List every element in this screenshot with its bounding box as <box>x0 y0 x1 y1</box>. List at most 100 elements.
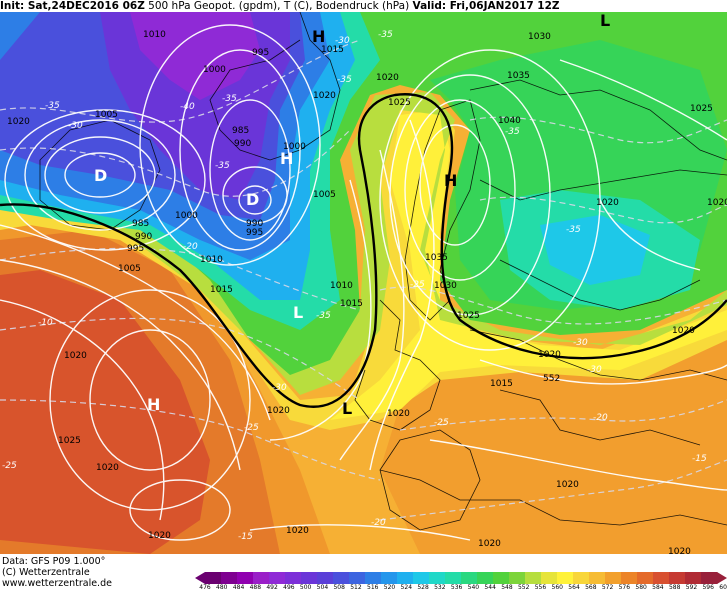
pressure-label: 1025 <box>457 311 480 321</box>
legend-swatch <box>669 572 686 584</box>
legend-swatch <box>285 572 302 584</box>
pressure-label: 995 <box>252 48 269 58</box>
pressure-label: 1035 <box>507 71 530 81</box>
legend-swatch <box>509 572 526 584</box>
contour-552-label: 552 <box>543 374 560 384</box>
zone-amber <box>0 215 330 554</box>
legend-tick-label: 536 <box>450 584 463 591</box>
high-center: H <box>444 171 457 190</box>
legend-tick-label: 496 <box>283 584 295 591</box>
website-url: www.wetterzentrale.de <box>2 578 112 589</box>
legend-tick-label: 576 <box>618 584 631 591</box>
temp-label: -35 <box>566 225 581 235</box>
low-center: L <box>293 303 303 322</box>
legend-ticks: 476 480 484 488 492 496 500 504 508 512 516 520 524 5… <box>199 583 727 592</box>
pressure-label: 995 <box>127 244 144 254</box>
legend-swatch <box>429 572 446 584</box>
pressure-label: 1035 <box>425 253 448 263</box>
pressure-label: 1025 <box>58 436 81 446</box>
temp-label: -30 <box>335 36 350 46</box>
temp-label: -20 <box>593 413 608 423</box>
pressure-label: 1020 <box>478 539 501 549</box>
legend-swatch <box>621 572 638 584</box>
pressure-centers-layer: H H H L L L D D H <box>94 12 610 418</box>
low-center: D <box>246 190 259 209</box>
pressure-label: 1000 <box>175 211 198 221</box>
map-parameters: 500 hPa Geopot. (gpdm), T (C), Bodendruc… <box>148 0 410 12</box>
high-center: H <box>312 27 325 46</box>
legend-tick-label: 476 <box>199 584 211 591</box>
weather-map: 1010 995 1000 1005 985 990 1000 985 990 … <box>0 12 727 554</box>
legend-swatch <box>589 572 606 584</box>
temp-label: -10 <box>38 318 53 328</box>
legend-swatch <box>493 572 510 584</box>
temp-label: -15 <box>238 532 253 542</box>
zone-yellowgreen <box>0 92 727 395</box>
map-header: Init: Sat,24DEC2016 06Z 500 hPa Geopot. … <box>0 0 727 12</box>
pressure-label: 1020 <box>7 117 30 127</box>
legend-tick-label: 492 <box>266 584 278 591</box>
legend-tick-label: 532 <box>434 584 446 591</box>
copyright: (C) Wetterzentrale <box>2 567 90 578</box>
temperature-isolines <box>0 39 727 521</box>
legend-swatch <box>637 572 654 584</box>
legend-swatch <box>685 572 702 584</box>
high-center: H <box>280 149 293 168</box>
low-center: L <box>342 399 352 418</box>
pressure-label: 1000 <box>283 142 306 152</box>
pressure-label: 1020 <box>672 326 695 336</box>
high-center: H <box>147 395 160 414</box>
legend-tick-label: 592 <box>685 584 698 591</box>
legend-tick-label: 504 <box>316 584 329 591</box>
pressure-label: 1000 <box>203 65 226 75</box>
legend-swatch <box>461 572 478 584</box>
legend-swatch <box>445 572 462 584</box>
pressure-label: 1030 <box>434 281 457 291</box>
temp-label: -35 <box>222 94 237 104</box>
legend-tick-label: 548 <box>501 584 513 591</box>
pressure-label: 990 <box>246 219 263 229</box>
temp-label: -25 <box>2 461 17 471</box>
legend-tick-label: 580 <box>635 584 647 591</box>
legend-swatch <box>269 572 286 584</box>
pressure-label: 990 <box>135 232 152 242</box>
legend-swatch <box>413 572 430 584</box>
zone-east-orange <box>380 330 727 554</box>
legend-swatch <box>349 572 366 584</box>
pressure-label: 1020 <box>668 547 691 554</box>
pressure-label: 1020 <box>556 480 579 490</box>
temp-label: -25 <box>410 280 425 290</box>
legend-swatch <box>221 572 238 584</box>
temp-label: -30 <box>587 365 602 375</box>
temp-label: -20 <box>371 518 386 528</box>
legend-tick-label: 480 <box>216 584 228 591</box>
temp-label: -35 <box>505 127 520 137</box>
pressure-label: 985 <box>132 219 149 229</box>
legend-swatch <box>701 572 718 584</box>
legend-tick-label: 584 <box>652 584 664 591</box>
pressure-label: 990 <box>234 139 251 149</box>
low-center: L <box>600 12 610 30</box>
legend-swatch <box>237 572 254 584</box>
pressure-label: 1025 <box>690 104 713 114</box>
legend-swatch <box>205 572 222 584</box>
legend-tick-label: 528 <box>417 584 429 591</box>
temp-label: -25 <box>244 423 259 433</box>
legend-swatch <box>653 572 670 584</box>
legend-swatch <box>333 572 350 584</box>
zone-violet <box>130 12 260 100</box>
legend-tick-label: 544 <box>484 584 496 591</box>
pressure-label: 1020 <box>596 198 619 208</box>
pressure-label: 1020 <box>538 350 561 360</box>
pressure-label: 1020 <box>376 73 399 83</box>
legend-tick-label: 560 <box>551 584 563 591</box>
legend-tick-label: 524 <box>400 584 413 591</box>
init-time: Init: Sat,24DEC2016 06Z <box>0 0 145 12</box>
legend-arrow-left <box>195 572 205 584</box>
temp-label: -30 <box>68 121 83 131</box>
legend-swatch <box>557 572 574 584</box>
pressure-label: 1005 <box>118 264 141 274</box>
temperature-labels-layer: -30 -35 -35 -35 -30 -35 -40 -35 -35 -35 … <box>2 30 707 542</box>
legend-tick-label: 488 <box>249 584 262 591</box>
data-source: Data: GFS P09 1.000° <box>2 556 106 567</box>
